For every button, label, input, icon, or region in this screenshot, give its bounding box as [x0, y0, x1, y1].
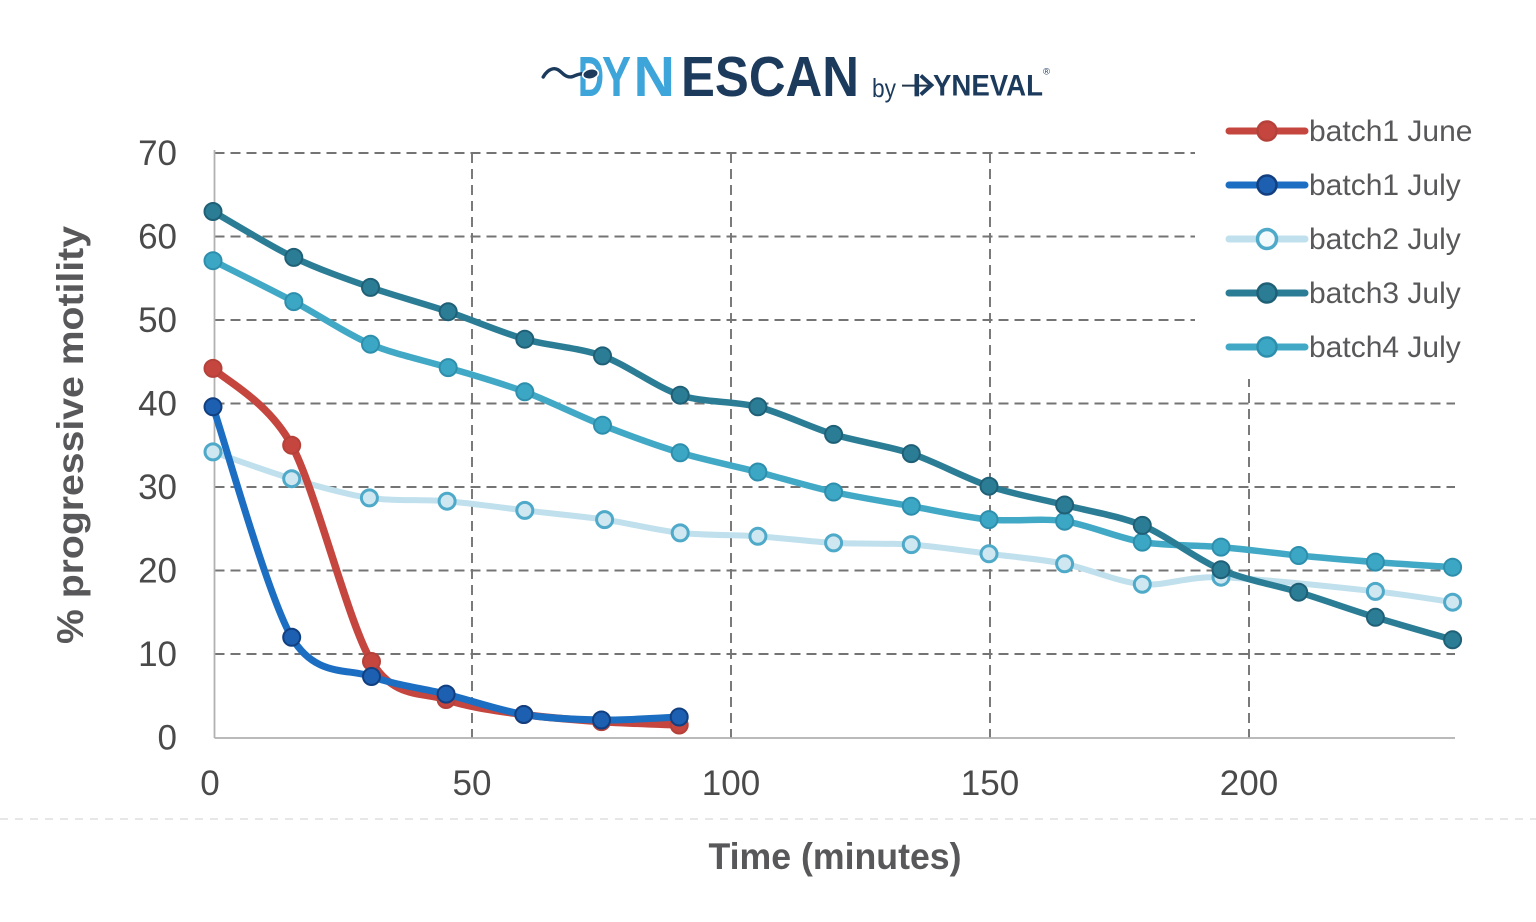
svg-text:batch3 July: batch3 July — [1309, 277, 1461, 310]
svg-text:30: 30 — [138, 468, 177, 507]
svg-text:by: by — [872, 73, 896, 103]
svg-text:100: 100 — [702, 764, 760, 803]
svg-text:batch1 July: batch1 July — [1309, 169, 1461, 202]
svg-text:40: 40 — [138, 385, 177, 424]
svg-text:YNEVAL: YNEVAL — [933, 70, 1043, 103]
svg-text:50: 50 — [453, 764, 492, 803]
svg-text:Y: Y — [602, 45, 631, 109]
svg-text:batch1 June: batch1 June — [1309, 115, 1472, 148]
svg-text:150: 150 — [961, 764, 1019, 803]
svg-text:0: 0 — [158, 719, 177, 758]
svg-text:10: 10 — [138, 635, 177, 674]
svg-text:20: 20 — [138, 552, 177, 591]
svg-text:batch4 July: batch4 July — [1309, 331, 1461, 364]
svg-text:®: ® — [1043, 67, 1050, 78]
svg-text:50: 50 — [138, 301, 177, 340]
svg-text:ESCAN: ESCAN — [681, 45, 859, 109]
svg-text:batch2 July: batch2 July — [1309, 223, 1461, 256]
svg-text:0: 0 — [200, 764, 219, 803]
svg-text:70: 70 — [138, 134, 177, 173]
svg-text:60: 60 — [138, 218, 177, 257]
svg-text:200: 200 — [1220, 764, 1278, 803]
svg-text:% progressive motility: % progressive motility — [50, 226, 91, 644]
svg-text:Time (minutes): Time (minutes) — [709, 836, 962, 877]
svg-text:N: N — [634, 45, 676, 109]
